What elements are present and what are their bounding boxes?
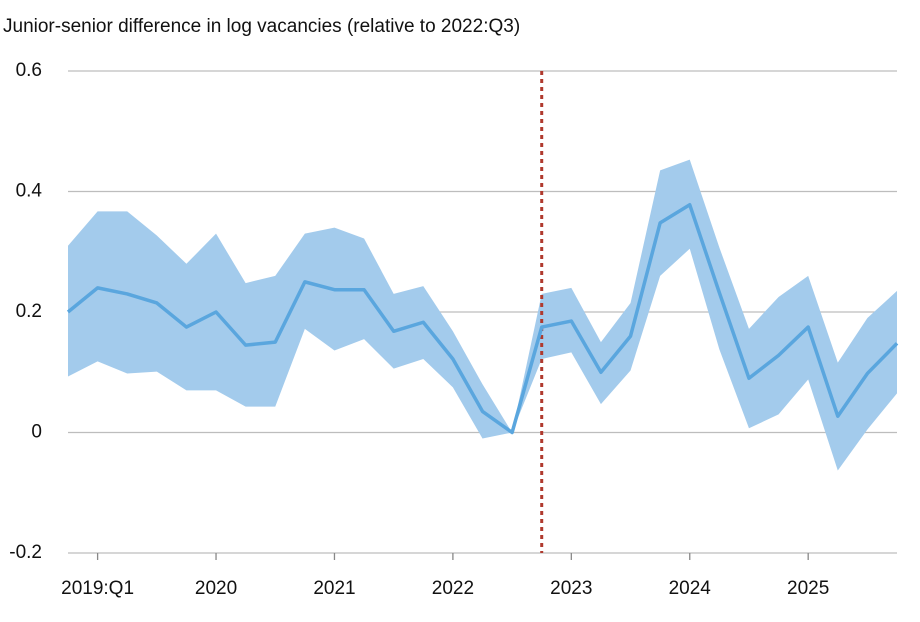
x-tick-label: 2021 — [313, 578, 355, 599]
y-tick-label: 0.4 — [16, 181, 43, 202]
x-tick-label: 2025 — [787, 578, 829, 599]
y-tick-label: 0.2 — [16, 301, 42, 322]
y-tick-label: -0.2 — [9, 542, 42, 563]
x-tick-label: 2023 — [550, 578, 592, 599]
confidence-band — [68, 159, 897, 471]
y-tick-label: 0 — [31, 422, 42, 443]
x-tick-label: 2019:Q1 — [61, 578, 134, 599]
x-tick-label: 2020 — [195, 578, 237, 599]
x-tick-label: 2024 — [669, 578, 712, 599]
chart-title: Junior-senior difference in log vacancie… — [3, 16, 520, 37]
x-tick-label: 2022 — [432, 578, 474, 599]
y-tick-label: 0.6 — [16, 60, 42, 81]
line — [66, 203, 899, 435]
